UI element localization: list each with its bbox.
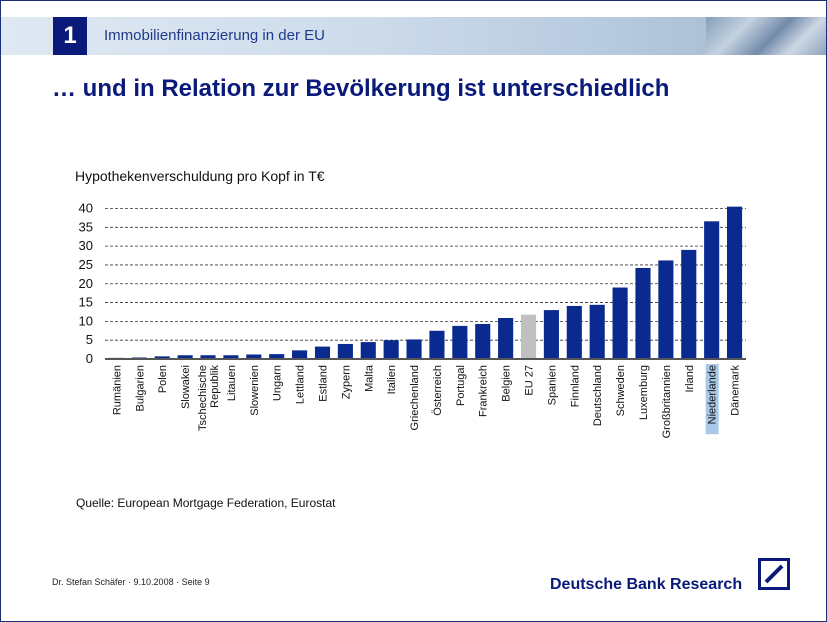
x-tick-label: Großbritannien bbox=[661, 365, 673, 438]
x-tick-label: Ungarn bbox=[272, 365, 284, 401]
bar bbox=[200, 355, 216, 359]
y-tick-label: 15 bbox=[79, 295, 93, 310]
x-tick-label: Malta bbox=[363, 364, 375, 392]
x-tick-label: Slowenien bbox=[249, 365, 261, 416]
x-tick-label: Finnland bbox=[569, 365, 581, 407]
deutsche-bank-logo-icon bbox=[758, 558, 790, 590]
bar bbox=[726, 206, 743, 359]
y-tick-label: 20 bbox=[79, 276, 93, 291]
x-tick-label: Belgien bbox=[501, 365, 513, 402]
y-tick-label: 25 bbox=[79, 257, 93, 272]
bar bbox=[635, 267, 651, 359]
bar bbox=[452, 325, 468, 359]
x-tick-label: Irland bbox=[684, 365, 696, 393]
bar bbox=[658, 260, 674, 359]
bar bbox=[520, 314, 537, 359]
x-tick-label: Dänemark bbox=[730, 365, 742, 416]
bar bbox=[383, 340, 399, 359]
x-tick-label: Rumänien bbox=[111, 365, 123, 415]
bar bbox=[246, 354, 262, 359]
x-tick-label: Tschechische bbox=[197, 365, 209, 431]
x-tick-label: Slowakei bbox=[180, 365, 192, 409]
x-tick-label: Italien bbox=[386, 365, 398, 394]
x-tick-label: Schweden bbox=[615, 365, 627, 416]
bar bbox=[269, 354, 285, 359]
bar bbox=[543, 310, 559, 359]
x-tick-label: Polen bbox=[157, 365, 169, 393]
section-title: Immobilienfinanzierung in der EU bbox=[104, 27, 325, 44]
x-tick-label: Litauen bbox=[226, 365, 238, 401]
bar bbox=[292, 350, 308, 359]
bar bbox=[475, 324, 491, 359]
footer-author: Dr. Stefan Schäfer · 9.10.2008 · Seite 9 bbox=[52, 577, 210, 587]
x-tick-label: Niederlande bbox=[707, 365, 719, 424]
bar bbox=[429, 330, 445, 359]
x-tick-label: EU 27 bbox=[524, 365, 536, 396]
bar bbox=[337, 343, 353, 359]
x-tick-label: Portugal bbox=[455, 365, 467, 406]
y-tick-label: 0 bbox=[86, 351, 93, 366]
x-tick-label: Republik bbox=[209, 365, 221, 408]
x-tick-label: Österreich bbox=[432, 365, 444, 416]
x-tick-label: Griechenland bbox=[409, 365, 421, 430]
bar bbox=[612, 287, 628, 359]
bar bbox=[223, 355, 239, 359]
bar bbox=[360, 342, 376, 359]
chart-title: Hypothekenverschuldung pro Kopf in T€ bbox=[75, 168, 325, 184]
x-tick-label: Bulgarien bbox=[134, 365, 146, 411]
label-highlight bbox=[705, 364, 719, 435]
source-note: Quelle: European Mortgage Federation, Eu… bbox=[76, 496, 336, 510]
page-title: … und in Relation zur Bevölkerung ist un… bbox=[52, 75, 670, 102]
y-tick-label: 5 bbox=[86, 332, 93, 347]
x-tick-label: Deutschland bbox=[592, 365, 604, 426]
bar bbox=[154, 356, 170, 359]
bar bbox=[406, 339, 422, 359]
x-tick-label: Spanien bbox=[546, 365, 558, 405]
y-tick-label: 35 bbox=[79, 219, 93, 234]
x-tick-label: Luxemburg bbox=[638, 365, 650, 420]
brand-name: Deutsche Bank Research bbox=[550, 576, 743, 593]
bar-chart: 0 5 10 15 20 25 30 35 40 Rumänien Bulgarien Polen Sl… bbox=[79, 201, 746, 438]
bar bbox=[177, 355, 193, 359]
bar bbox=[566, 305, 582, 359]
header-photo bbox=[706, 17, 826, 55]
x-tick-label: Frankreich bbox=[478, 365, 490, 417]
x-tick-label: Zypern bbox=[340, 365, 352, 399]
bar bbox=[681, 249, 697, 359]
bar bbox=[314, 346, 331, 359]
bar bbox=[498, 317, 514, 359]
x-tick-label: Lettland bbox=[295, 365, 307, 404]
x-tick-label: Estland bbox=[317, 365, 329, 402]
y-tick-label: 40 bbox=[79, 201, 93, 216]
bar bbox=[704, 221, 720, 359]
y-tick-label: 30 bbox=[79, 238, 93, 253]
header-band bbox=[1, 17, 826, 55]
bar bbox=[589, 304, 605, 359]
chapter-number: 1 bbox=[53, 17, 87, 55]
y-tick-label: 10 bbox=[79, 313, 93, 328]
